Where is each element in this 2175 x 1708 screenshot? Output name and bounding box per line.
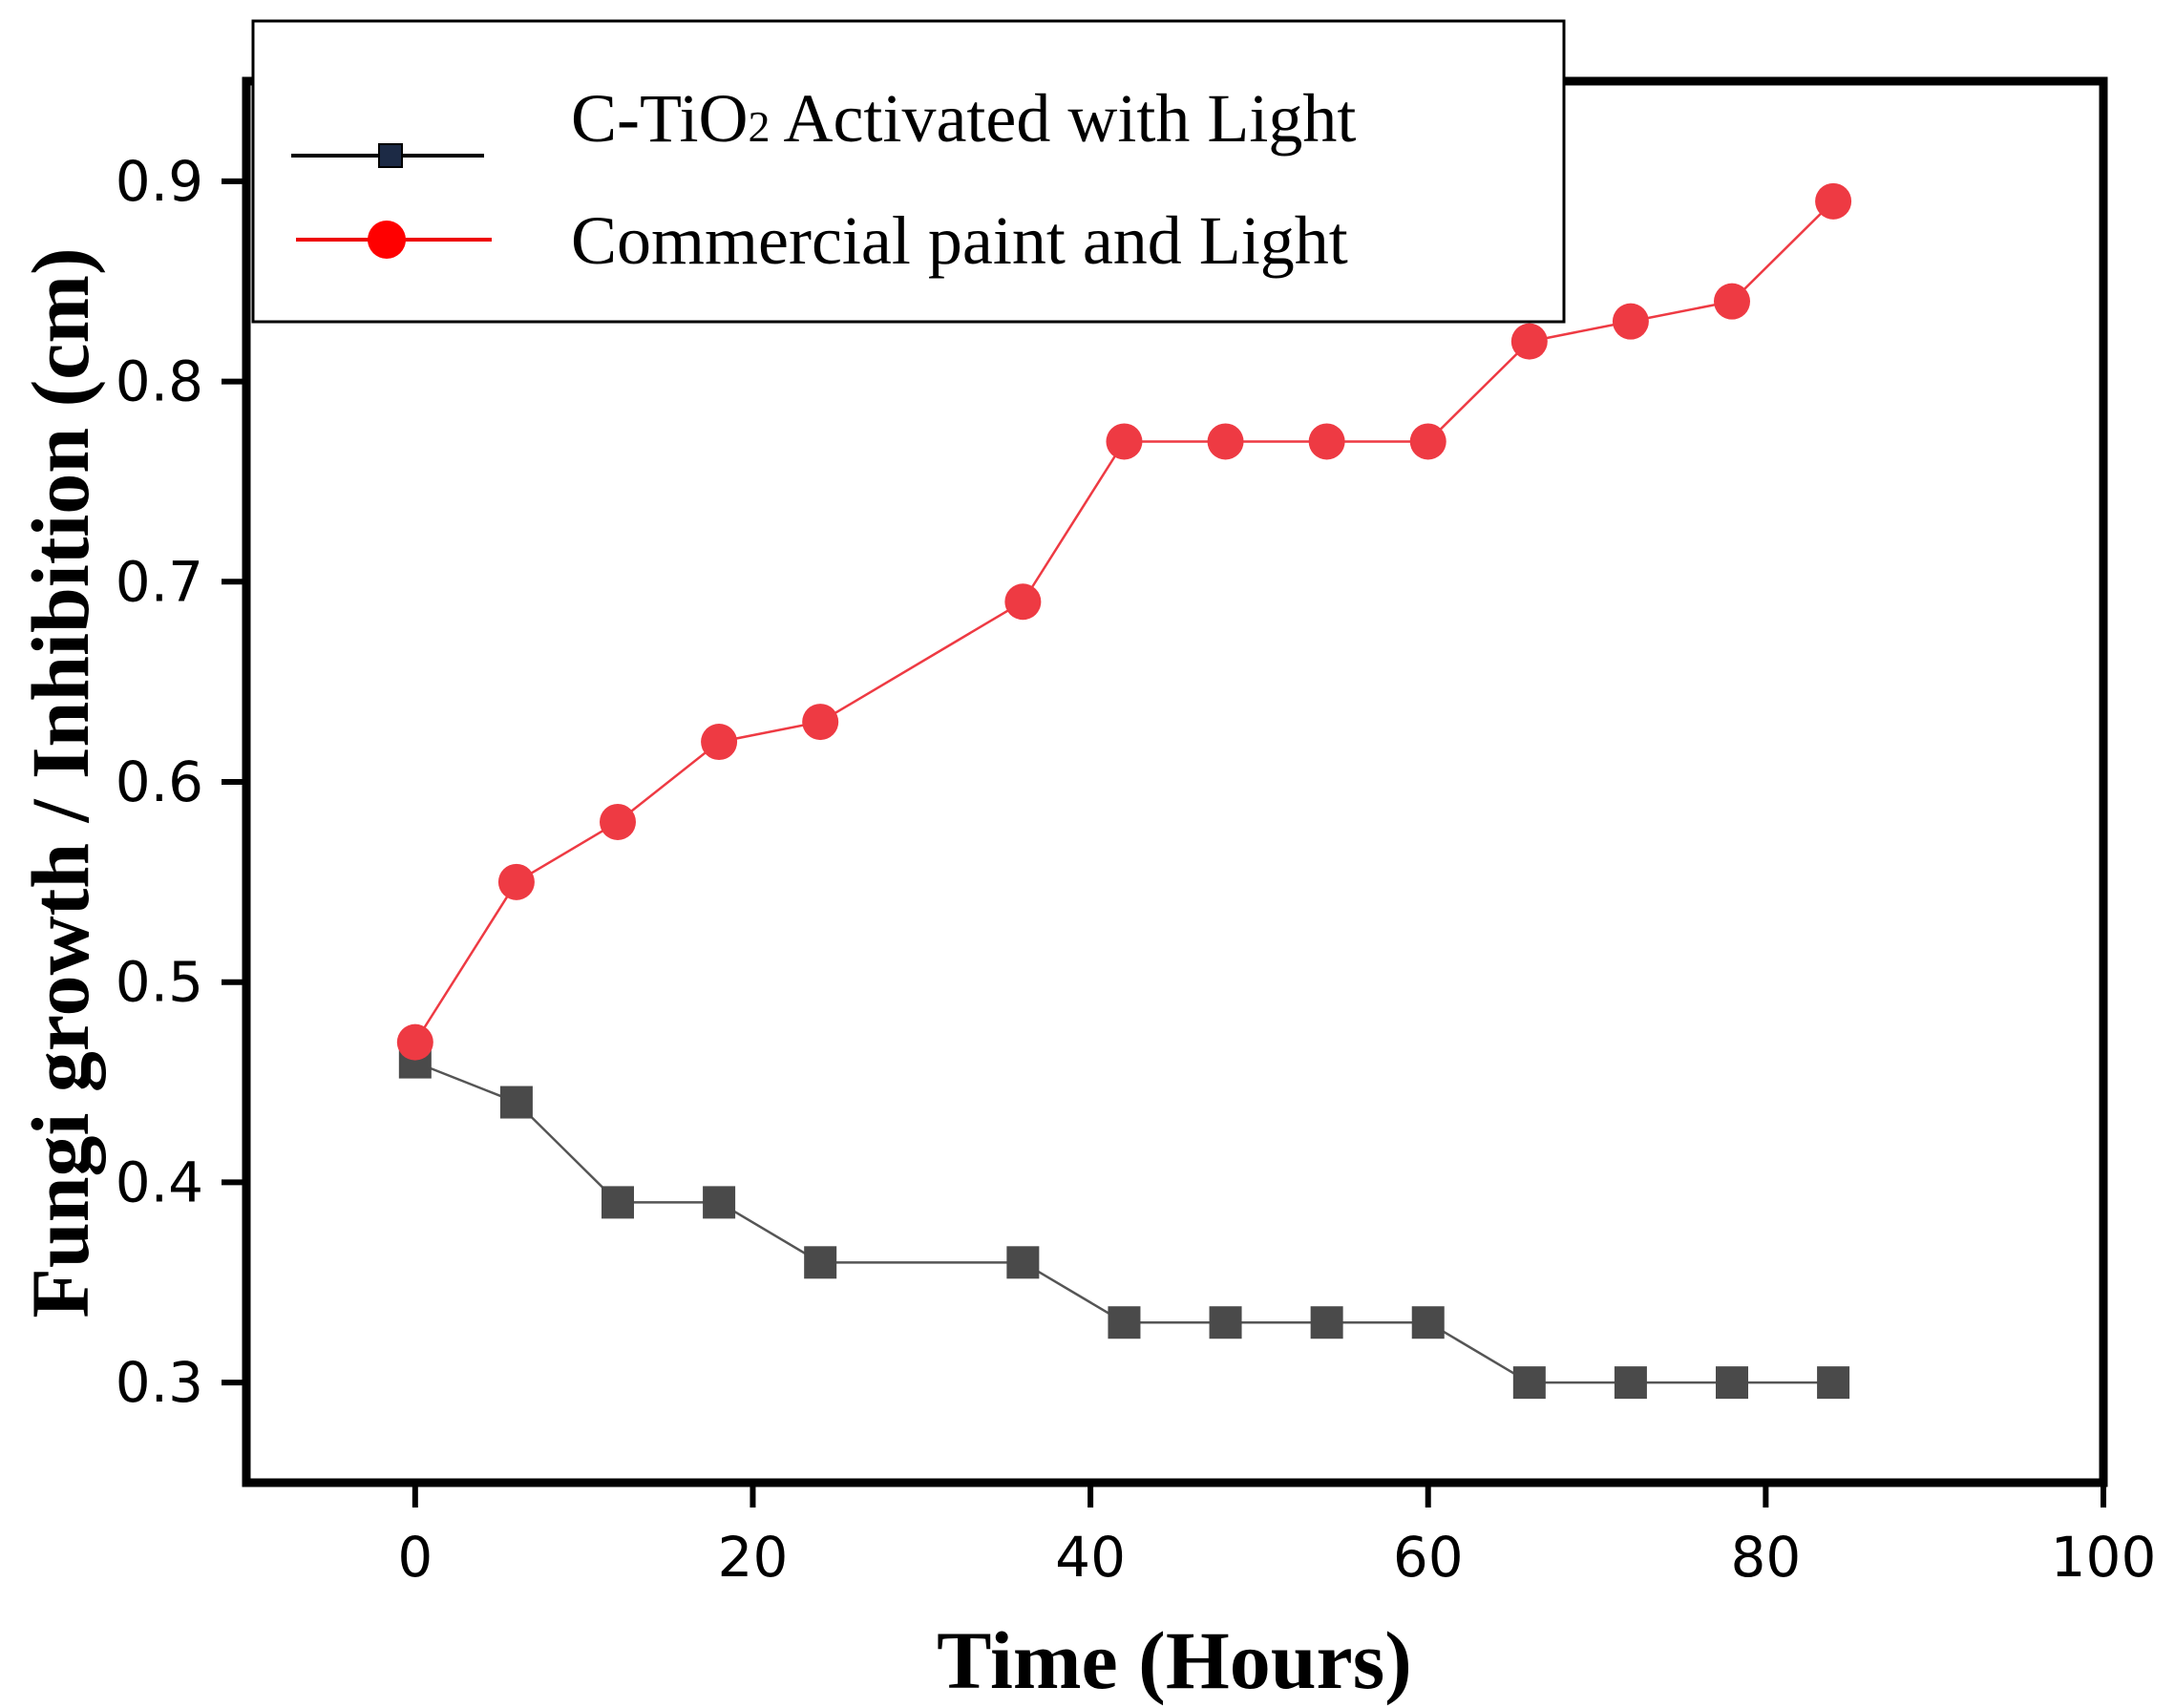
- data-point-circle: [1714, 283, 1750, 320]
- data-point-circle: [701, 724, 738, 761]
- y-tick-label: 0.8: [116, 349, 203, 414]
- x-tick-label: 60: [1393, 1525, 1464, 1590]
- x-axis: 0 20 40 60 80 100: [397, 1483, 2156, 1590]
- y-tick-label: 0.7: [116, 549, 203, 614]
- legend-label-ctio2-rest: Activated with Light: [770, 80, 1356, 157]
- data-point-square: [1817, 1366, 1850, 1400]
- data-point-square: [1209, 1306, 1242, 1339]
- data-point-circle: [600, 803, 636, 840]
- data-point-circle: [1004, 583, 1042, 621]
- x-tick-label: 20: [718, 1525, 789, 1590]
- legend-marker-ctio2: [378, 143, 403, 168]
- data-point-square: [1512, 1366, 1546, 1400]
- x-tick-label: 100: [2051, 1525, 2157, 1590]
- data-point-circle: [1815, 182, 1852, 220]
- data-point-square: [499, 1086, 533, 1119]
- data-point-square: [602, 1186, 634, 1219]
- legend-box: [251, 19, 1566, 324]
- y-tick-label: 0.9: [116, 149, 203, 214]
- legend-label-ctio2: C-TiO2 Activated with Light: [571, 80, 1356, 157]
- y-tick-label: 0.3: [116, 1350, 203, 1415]
- y-tick-label: 0.5: [116, 950, 203, 1015]
- legend: C-TiO2 Activated with Light Commercial p…: [251, 19, 1566, 324]
- y-axis: 0.3 0.4 0.5 0.6 0.7 0.8 0.9: [116, 149, 246, 1415]
- data-point-square: [1310, 1306, 1343, 1339]
- series-line-0: [414, 1061, 1834, 1384]
- data-point-square: [1108, 1306, 1141, 1339]
- y-tick-label: 0.4: [116, 1149, 203, 1214]
- y-tick-label: 0.6: [116, 749, 203, 814]
- series-points: [396, 182, 1852, 1400]
- legend-label-commercial: Commercial paint and Light: [571, 202, 1348, 279]
- data-point-circle: [1612, 303, 1649, 340]
- data-point-square: [1716, 1366, 1748, 1400]
- x-tick-label: 0: [397, 1525, 433, 1590]
- legend-label-ctio2-main: C-TiO: [571, 80, 748, 157]
- data-point-square: [1614, 1366, 1647, 1400]
- data-point-square: [703, 1186, 736, 1219]
- x-axis-title: Time (Hours): [937, 1614, 1412, 1706]
- x-tick-label: 40: [1055, 1525, 1126, 1590]
- data-point-circle: [1106, 423, 1143, 460]
- data-point-circle: [1308, 423, 1345, 460]
- y-axis-title: Fungi growth / Inhibition (cm): [14, 247, 106, 1318]
- data-point-square: [1411, 1306, 1445, 1339]
- data-point-circle: [1409, 423, 1446, 460]
- data-point-circle: [497, 863, 535, 900]
- legend-marker-commercial: [368, 221, 406, 259]
- data-point-square: [1006, 1246, 1040, 1279]
- data-point-square: [804, 1246, 837, 1279]
- data-point-circle: [1207, 423, 1244, 460]
- x-tick-label: 80: [1730, 1525, 1801, 1590]
- data-point-circle: [1510, 323, 1548, 360]
- data-point-circle: [802, 704, 839, 741]
- legend-label-ctio2-subscript: 2: [748, 102, 770, 151]
- data-point-circle: [396, 1023, 433, 1061]
